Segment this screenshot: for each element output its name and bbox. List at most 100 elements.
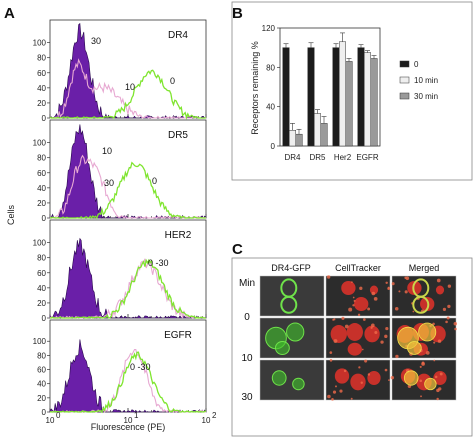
bar xyxy=(314,113,321,147)
panel-b-letter: B xyxy=(232,5,243,22)
histogram-label: EGFR xyxy=(164,330,192,341)
tracker-cell xyxy=(354,296,369,312)
histogram-annotation: 10 xyxy=(125,82,135,92)
y-tick-label: 40 xyxy=(37,380,46,389)
tracker-cell xyxy=(367,370,381,386)
micrograph-tile xyxy=(259,275,325,317)
untreated-histogram-line xyxy=(50,258,206,319)
tracker-speck xyxy=(425,350,430,355)
control-histogram-fill xyxy=(49,22,206,119)
bar xyxy=(320,123,328,147)
tracker-speck xyxy=(395,354,399,359)
y-tick-label: 0 xyxy=(42,408,47,417)
histogram-annotation: 0 -30 xyxy=(130,362,151,372)
y-tick-label: 0 xyxy=(42,314,47,323)
bar xyxy=(339,41,346,147)
panel-c-letter: C xyxy=(232,241,243,258)
y-tick-label: 40 xyxy=(37,184,46,193)
category-label: DR5 xyxy=(309,153,326,162)
histogram-annotation: 30 xyxy=(104,178,114,188)
tracker-cell xyxy=(420,296,435,312)
tracker-speck xyxy=(385,327,389,331)
tracker-speck xyxy=(437,339,442,343)
bar xyxy=(295,133,303,147)
panel-a-xlabel: Fluorescence (PE) xyxy=(91,422,166,432)
tracker-speck xyxy=(445,320,448,324)
tracker-speck xyxy=(363,318,366,321)
legend-label: 30 min xyxy=(414,92,438,101)
y-tick-label: 40 xyxy=(37,84,46,93)
row-label-0: 0 xyxy=(244,312,250,323)
untreated-histogram-line xyxy=(49,69,207,120)
tracker-cell xyxy=(369,285,379,295)
gfp-cell xyxy=(280,295,298,314)
tracker-speck xyxy=(394,306,399,311)
tracker-speck xyxy=(348,307,353,312)
x-tick-label: 10 xyxy=(124,416,133,425)
tracker-speck xyxy=(421,362,425,366)
tracker-speck xyxy=(344,324,349,329)
x-tick-exponent: 0 xyxy=(56,411,61,420)
tracker-speck xyxy=(367,307,371,311)
bar xyxy=(370,58,378,147)
tracker-cell xyxy=(334,368,350,384)
row-label-30: 30 xyxy=(241,392,253,403)
category-label: Her2 xyxy=(334,153,352,162)
x-tick-exponent: 1 xyxy=(134,411,139,420)
category-label: DR4 xyxy=(284,153,301,162)
y-tick-label: 80 xyxy=(37,254,46,263)
y-tick-label: 60 xyxy=(37,169,46,178)
bar xyxy=(364,52,371,147)
tracker-speck xyxy=(447,304,451,309)
tracker-speck xyxy=(333,339,338,343)
panel-b-ylabel: Receptors remaining % xyxy=(250,41,260,135)
tracker-speck xyxy=(404,276,407,280)
gfp-cell xyxy=(274,341,290,355)
y-tick-label: 100 xyxy=(33,337,47,346)
tracker-speck xyxy=(329,359,333,362)
y-tick-label: 80 xyxy=(266,63,275,72)
bar xyxy=(289,130,296,147)
tracker-cell xyxy=(346,323,363,341)
bar xyxy=(282,47,290,147)
y-tick-label: 20 xyxy=(37,394,46,403)
panel-a-ylabel: Cells xyxy=(6,205,16,226)
y-tick-label: 80 xyxy=(37,154,46,163)
category-label: EGFR xyxy=(356,153,378,162)
tracker-speck xyxy=(334,385,337,388)
bar xyxy=(332,47,340,147)
x-tick-label: 10 xyxy=(202,416,211,425)
tracker-speck xyxy=(404,290,408,294)
tracker-speck xyxy=(419,365,422,368)
untreated-histogram-line xyxy=(50,351,207,414)
y-tick-label: 100 xyxy=(33,39,47,48)
treated-histogram-line xyxy=(50,58,207,119)
bar xyxy=(307,47,315,147)
tracker-speck xyxy=(385,281,388,285)
y-tick-label: 20 xyxy=(37,199,46,208)
tracker-speck xyxy=(433,341,436,344)
tracker-speck xyxy=(433,359,436,362)
bar-chart: 0 40 80 120 DR4 DR5 Her2 EGFR 0 10 min 30 min xyxy=(231,1,473,181)
tracker-speck xyxy=(384,368,388,372)
y-tick-label: 40 xyxy=(266,103,275,112)
tracker-speck xyxy=(420,395,422,398)
tracker-speck xyxy=(447,284,452,288)
micrograph-tile xyxy=(259,359,325,401)
tracker-speck xyxy=(387,287,391,290)
tracker-speck xyxy=(436,397,439,401)
y-tick-label: 40 xyxy=(37,284,46,293)
tracker-speck xyxy=(446,316,450,320)
y-tick-label: 20 xyxy=(37,99,46,108)
tracker-speck xyxy=(341,316,345,320)
tracker-cell xyxy=(407,280,422,296)
tracker-speck xyxy=(398,290,401,293)
tracker-cell xyxy=(364,325,380,343)
tracker-speck xyxy=(436,278,441,283)
tracker-speck xyxy=(371,323,375,328)
tracker-speck xyxy=(442,307,447,311)
y-tick-label: 80 xyxy=(37,351,46,360)
y-tick-label: 80 xyxy=(37,54,46,63)
tracker-speck xyxy=(374,331,378,335)
